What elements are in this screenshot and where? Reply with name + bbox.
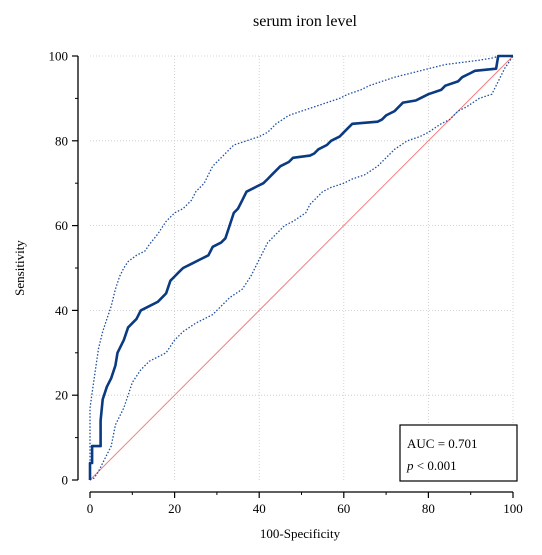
axes [72, 55, 514, 498]
ci-lower-line [89, 55, 514, 481]
auc-annotation-box: AUC = 0.701 p < 0.001 [399, 424, 518, 482]
chart-title: serum iron level [253, 13, 358, 30]
p-value-text: < 0.001 [414, 458, 457, 473]
ci-upper-line [89, 55, 513, 468]
confidence-interval-group [89, 55, 514, 481]
p-value-symbol: p [406, 458, 414, 473]
y-tick-label-100: 100 [49, 49, 69, 64]
auc-box-frame [399, 424, 518, 482]
x-tick-label-40: 40 [253, 501, 266, 516]
roc-curve-line [88, 54, 513, 480]
y-tick-label-20: 20 [55, 388, 68, 403]
x-tick-label-100: 100 [503, 501, 523, 516]
y-tick-label-40: 40 [55, 303, 68, 318]
p-value: p < 0.001 [406, 458, 457, 473]
x-tick-label-20: 20 [168, 501, 181, 516]
x-tick-label-0: 0 [87, 501, 94, 516]
reference-diagonal-line [89, 55, 514, 481]
y-axis-label: Sensitivity [12, 240, 27, 296]
reference-line-group [89, 55, 514, 481]
roc-curve-group [88, 54, 513, 480]
auc-value: AUC = 0.701 [407, 436, 478, 451]
y-tick-label-80: 80 [55, 133, 68, 148]
x-tick-label-60: 60 [337, 501, 350, 516]
y-tick-label-0: 0 [62, 473, 69, 488]
x-tick-label-80: 80 [422, 501, 435, 516]
tick-labels: 0 20 40 60 80 100 0 20 40 60 80 100 [49, 49, 523, 517]
y-tick-label-60: 60 [55, 218, 68, 233]
x-axis-label: 100-Specificity [260, 526, 341, 541]
